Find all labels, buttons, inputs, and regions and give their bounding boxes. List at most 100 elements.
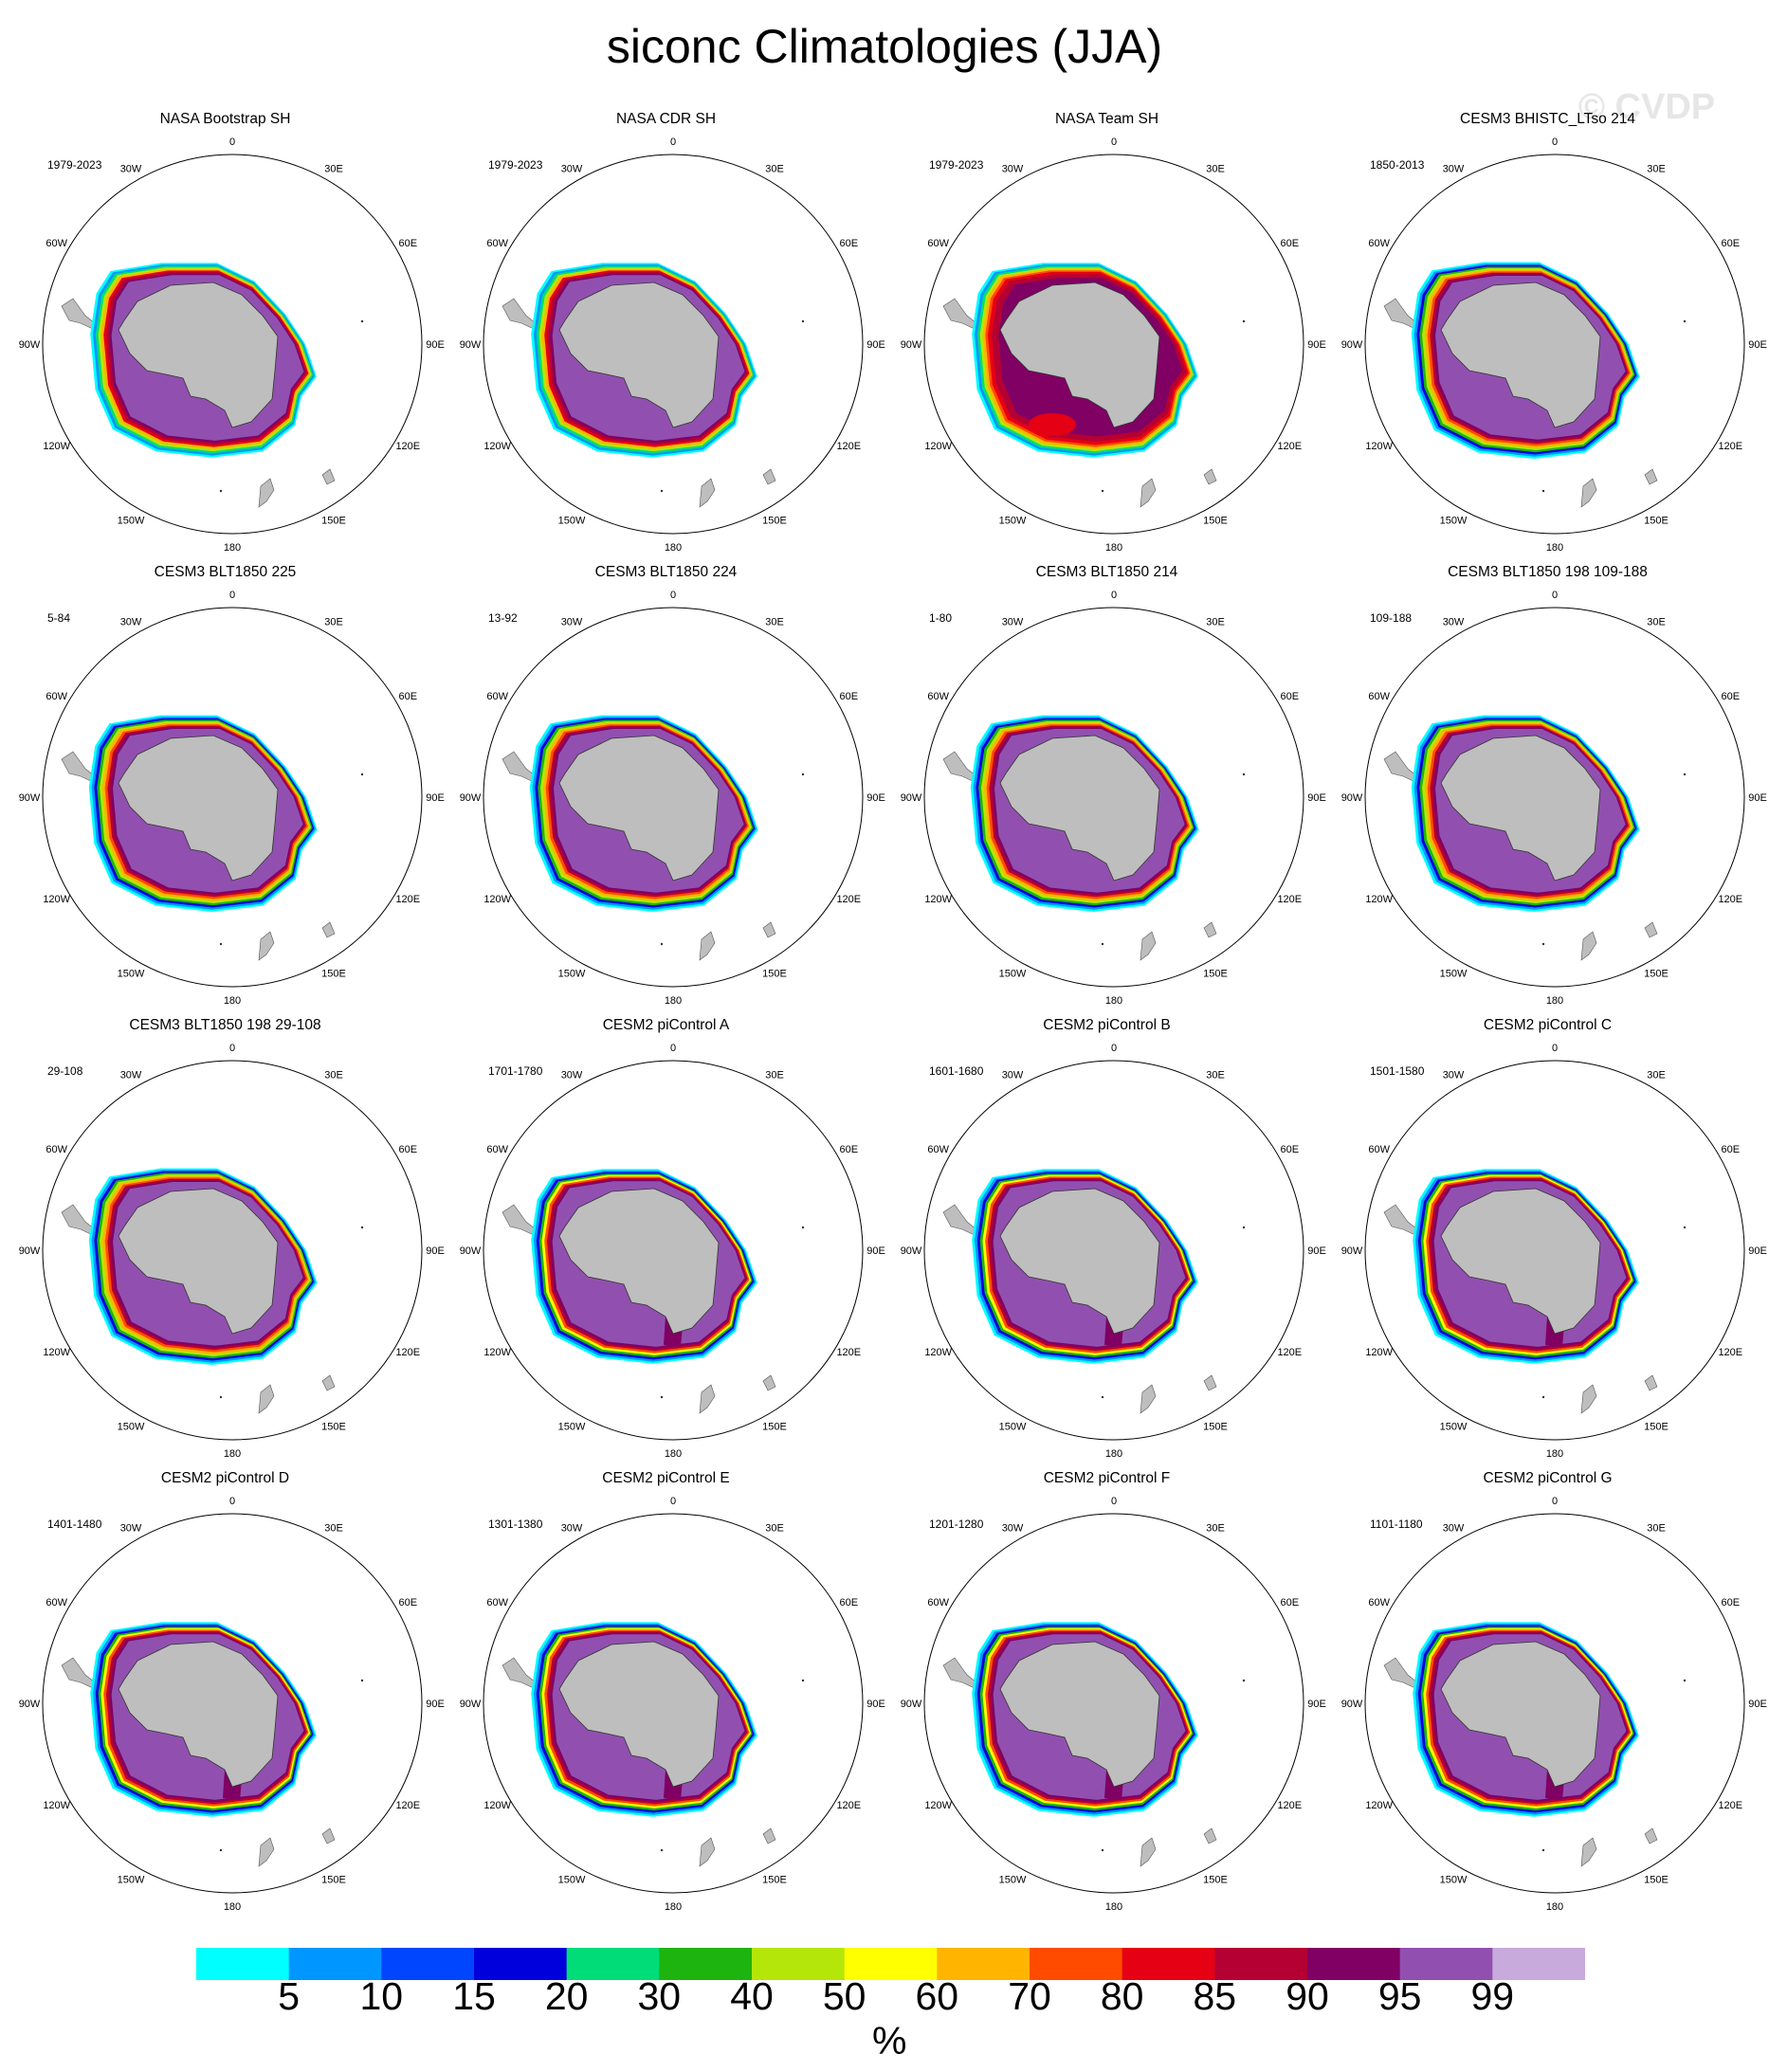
longitude-label: 90W <box>901 1245 922 1257</box>
longitude-label: 120E <box>1277 1347 1302 1358</box>
polar-map: 0 30E 60E 90E 120E 150E 180 150W 120W 90W 60W 30W <box>460 590 885 1007</box>
longitude-label: 60E <box>1281 1597 1300 1609</box>
longitude-label: 90W <box>19 1245 41 1257</box>
longitude-label: 90E <box>866 1245 885 1257</box>
panel-period: 1601-1680 <box>929 1064 984 1078</box>
polar-map: 0 30E 60E 90E 120E 150E 180 150W 120W 90W 60W 30W <box>1341 590 1767 1007</box>
longitude-label: 120W <box>924 1800 952 1811</box>
panel-period: 1201-1280 <box>929 1518 984 1531</box>
longitude-label: 60W <box>486 1597 508 1609</box>
longitude-label: 120W <box>924 894 952 905</box>
longitude-label: 90E <box>1307 1245 1326 1257</box>
longitude-label: 150E <box>1644 515 1669 526</box>
panel-period: 13-92 <box>488 611 518 625</box>
longitude-label: 150W <box>999 1874 1027 1885</box>
panel-period: 1979-2023 <box>929 158 984 172</box>
colorbar-tick-label: 90 <box>1286 1974 1329 2018</box>
longitude-label: 30W <box>120 164 142 175</box>
longitude-label: 60E <box>1722 691 1741 702</box>
colorbar-box <box>196 1948 290 1980</box>
longitude-label: 120W <box>1365 1800 1393 1811</box>
longitude-label: 30E <box>324 1070 343 1081</box>
longitude-label: 150W <box>1440 515 1468 526</box>
longitude-label: 120E <box>395 1800 420 1811</box>
longitude-label: 30W <box>1002 1523 1024 1535</box>
longitude-label: 120W <box>1365 441 1393 452</box>
longitude-label: 150W <box>1440 968 1468 979</box>
longitude-label: 30W <box>561 1523 583 1535</box>
colorbar-tick-label: 50 <box>822 1974 866 2018</box>
panel-title: NASA Bootstrap SH <box>159 111 291 127</box>
longitude-label: 60W <box>927 1597 949 1609</box>
colorbar-tick-label: 85 <box>1193 1974 1237 2018</box>
panel-period: 1850-2013 <box>1370 158 1425 172</box>
longitude-label: 90E <box>426 792 445 804</box>
panel-title: NASA CDR SH <box>615 111 717 127</box>
longitude-label: 0 <box>1552 136 1558 148</box>
colorbar-box <box>1307 1948 1401 1980</box>
longitude-label: 150W <box>558 1874 586 1885</box>
longitude-label: 60E <box>399 238 418 249</box>
longitude-label: 60E <box>399 1144 418 1155</box>
colorbar-tick-label: 30 <box>637 1974 682 2018</box>
longitude-label: 150E <box>321 515 346 526</box>
colorbar-box <box>1492 1948 1585 1980</box>
map-panel: CESM2 piControl C 1501-1580 0 30E 60E 90E 120E… <box>1327 1017 1768 1467</box>
map-panel: CESM3 BLT1850 224 13-92 0 30E 60E 90E 120E 150E… <box>446 564 886 1014</box>
longitude-label: 90E <box>1748 792 1767 804</box>
polar-map: 0 30E 60E 90E 120E 150E 180 150W 120W 90W 60W 30W <box>460 1496 885 1913</box>
longitude-label: 150W <box>1440 1874 1468 1885</box>
colorbar-box <box>844 1948 938 1980</box>
longitude-label: 60E <box>1281 691 1300 702</box>
longitude-label: 30W <box>1443 617 1465 628</box>
map-panel: CESM2 piControl D 1401-1480 0 30E 60E 90E 120E… <box>5 1470 446 1920</box>
longitude-label: 120W <box>43 1800 70 1811</box>
longitude-label: 150E <box>321 1421 346 1432</box>
longitude-label: 60E <box>840 1597 859 1609</box>
longitude-label: 150W <box>999 1421 1027 1432</box>
polar-map: 0 30E 60E 90E 120E 150E 180 150W 120W 90W 60W 30W <box>19 1496 445 1913</box>
longitude-label: 120W <box>483 894 511 905</box>
polar-map: 0 30E 60E 90E 120E 150E 180 150W 120W 90W 60W 30W <box>460 136 885 554</box>
panel-title: CESM3 BLT1850 198 109-188 <box>1448 564 1648 580</box>
longitude-label: 90W <box>460 339 482 351</box>
panel-period: 5-84 <box>47 611 71 625</box>
longitude-label: 150W <box>558 1421 586 1432</box>
longitude-label: 30W <box>561 1070 583 1081</box>
longitude-label: 90W <box>1341 1699 1363 1710</box>
longitude-label: 30E <box>765 617 784 628</box>
longitude-label: 0 <box>1111 1496 1117 1507</box>
longitude-label: 30E <box>1647 164 1666 175</box>
longitude-label: 60W <box>486 691 508 702</box>
panel-title: CESM2 piControl G <box>1483 1470 1613 1486</box>
longitude-label: 150E <box>1203 968 1228 979</box>
longitude-label: 0 <box>1111 590 1117 601</box>
longitude-label: 30W <box>120 617 142 628</box>
longitude-label: 180 <box>224 542 241 554</box>
colorbar-box <box>381 1948 475 1980</box>
longitude-label: 0 <box>1552 1496 1558 1507</box>
panel-period: 1701-1780 <box>488 1064 543 1078</box>
longitude-label: 180 <box>665 995 682 1007</box>
longitude-label: 120W <box>483 1347 511 1358</box>
longitude-label: 120E <box>836 894 861 905</box>
colorbar-box <box>1122 1948 1215 1980</box>
longitude-label: 90W <box>460 792 482 804</box>
longitude-label: 150W <box>999 515 1027 526</box>
longitude-label: 60W <box>1368 691 1390 702</box>
longitude-label: 120W <box>43 1347 70 1358</box>
longitude-label: 30W <box>1443 164 1465 175</box>
longitude-label: 60E <box>399 1597 418 1609</box>
longitude-label: 30W <box>120 1523 142 1535</box>
longitude-label: 90E <box>1307 792 1326 804</box>
longitude-label: 180 <box>665 1448 682 1460</box>
longitude-label: 90E <box>426 1245 445 1257</box>
longitude-label: 30W <box>1002 164 1024 175</box>
panel-title: CESM2 piControl A <box>602 1017 730 1033</box>
colorbar-box <box>752 1948 846 1980</box>
map-panel: NASA Bootstrap SH 1979-2023 0 30E 60E 90E 120E… <box>5 111 446 561</box>
longitude-label: 90W <box>19 792 41 804</box>
longitude-label: 120E <box>836 441 861 452</box>
map-panel: CESM3 BLT1850 198 109-188 109-188 0 30E 60E 9… <box>1327 564 1768 1014</box>
